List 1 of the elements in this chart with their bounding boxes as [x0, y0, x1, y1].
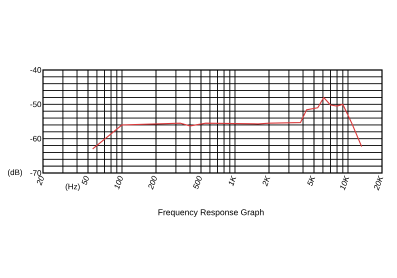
text: Frequency Response Graph [158, 209, 264, 217]
